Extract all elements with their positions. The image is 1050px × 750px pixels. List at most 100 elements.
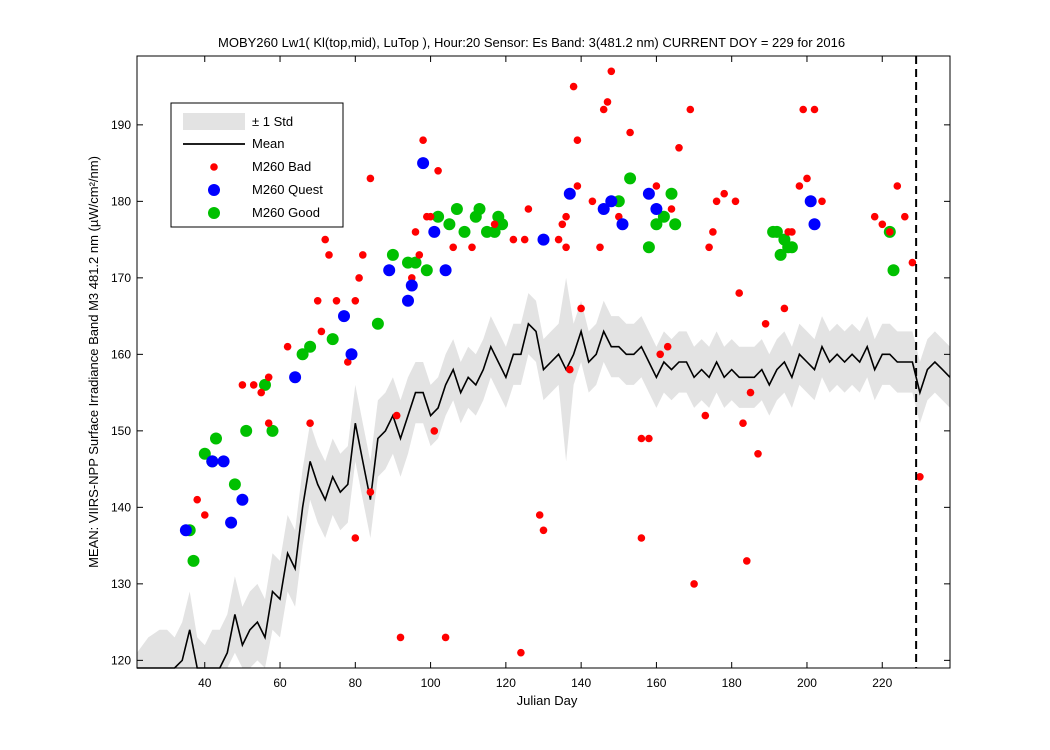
good-point: [458, 225, 471, 238]
good-point: [371, 317, 384, 330]
y-tick-label: 150: [111, 424, 131, 438]
y-tick-label: 160: [111, 347, 131, 361]
quest-point: [808, 218, 821, 231]
bad-point: [709, 228, 717, 236]
legend-std-swatch: [183, 113, 245, 130]
bad-point: [878, 220, 887, 229]
good-point: [887, 264, 900, 277]
bad-point: [916, 473, 924, 481]
quest-point: [338, 310, 350, 323]
good-point: [240, 424, 253, 437]
y-tick-label: 180: [111, 194, 131, 208]
quest-point: [597, 203, 610, 215]
quest-point: [402, 294, 414, 307]
quest-point: [605, 195, 618, 208]
quest-point: [804, 195, 817, 208]
bad-point: [562, 212, 570, 221]
quest-point: [345, 348, 358, 361]
bad-point: [686, 105, 695, 114]
quest-point: [179, 524, 192, 537]
legend-quest-swatch: [208, 184, 220, 196]
bad-point: [359, 251, 367, 259]
good-point: [473, 203, 486, 215]
bad-point: [344, 358, 352, 366]
bad-point: [366, 488, 375, 496]
good-point: [443, 218, 456, 231]
bad-point: [411, 228, 420, 236]
bad-point: [893, 182, 902, 190]
bad-point: [690, 580, 698, 588]
quest-point: [563, 187, 576, 200]
bad-point: [317, 327, 326, 336]
bad-point: [535, 511, 544, 519]
bad-point: [313, 297, 322, 305]
bad-point: [366, 174, 375, 183]
y-tick-label: 130: [111, 577, 131, 591]
bad-point: [408, 274, 416, 282]
x-tick-label: 140: [571, 676, 591, 690]
bad-point: [517, 648, 525, 657]
bad-point: [731, 197, 740, 206]
bad-point: [705, 243, 713, 252]
good-point: [770, 225, 783, 238]
bad-point: [886, 228, 894, 236]
x-tick-label: 180: [722, 676, 742, 690]
x-tick-label: 80: [349, 676, 363, 690]
quest-point: [537, 233, 550, 246]
good-point: [304, 340, 317, 353]
mean-line: [137, 322, 951, 669]
y-axis-title: MEAN: VIIRS-NPP Surface Irradiance Band …: [86, 156, 101, 568]
bad-point: [283, 342, 292, 351]
bad-point: [396, 633, 405, 642]
quest-point: [616, 218, 629, 231]
bad-point: [193, 495, 201, 504]
good-point: [785, 241, 798, 254]
bad-point: [573, 136, 582, 144]
legend-good-label: M260 Good: [252, 205, 320, 220]
bad-point: [249, 381, 258, 389]
bad-point: [430, 427, 439, 435]
good-point: [657, 210, 670, 223]
bad-point: [351, 534, 360, 542]
y-tick-label: 120: [111, 653, 131, 667]
bad-point: [325, 251, 333, 259]
bad-point: [321, 235, 330, 244]
quest-point: [428, 225, 441, 238]
bad-point: [520, 235, 529, 244]
good-point: [432, 210, 445, 223]
good-point: [450, 203, 463, 215]
bad-point: [539, 526, 548, 535]
bad-point: [562, 243, 570, 252]
bad-point: [637, 534, 646, 542]
bad-point: [901, 212, 909, 221]
bad-point: [803, 174, 811, 183]
bad-point: [449, 243, 458, 252]
quest-point: [236, 493, 249, 506]
bad-point: [701, 411, 710, 420]
good-point: [420, 264, 433, 277]
bad-point: [720, 189, 728, 198]
legend: ± 1 Std Mean M260 Bad M260 Quest M260 Go…: [170, 102, 344, 228]
bad-point: [675, 144, 683, 152]
bad-point: [588, 197, 597, 206]
std-band: [137, 277, 950, 668]
bad-point: [712, 197, 721, 206]
good-point: [210, 432, 222, 445]
bad-point: [434, 167, 442, 175]
quest-point: [217, 455, 230, 468]
good-point: [198, 447, 211, 460]
tick-layer: 40 60 80 100 120 140 160 180 200 220 120 130 140 150 1…: [111, 56, 950, 690]
bad-point: [468, 243, 476, 252]
legend-good-swatch: [208, 207, 220, 219]
bad-point: [441, 633, 450, 642]
mean-line-layer: [137, 322, 951, 669]
good-point: [774, 248, 787, 261]
bad-point: [306, 419, 314, 428]
bad-point: [355, 274, 363, 282]
bad-point: [818, 197, 826, 206]
bad-point: [596, 243, 604, 252]
good-point: [496, 218, 509, 231]
x-tick-label: 200: [797, 676, 817, 690]
bad-point: [645, 434, 653, 443]
